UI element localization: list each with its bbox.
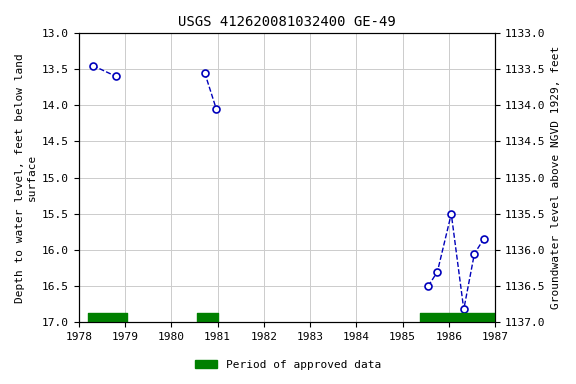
Y-axis label: Groundwater level above NGVD 1929, feet: Groundwater level above NGVD 1929, feet: [551, 46, 561, 309]
Legend: Period of approved data: Period of approved data: [191, 356, 385, 375]
Y-axis label: Depth to water level, feet below land
surface: Depth to water level, feet below land su…: [15, 53, 37, 303]
Title: USGS 412620081032400 GE-49: USGS 412620081032400 GE-49: [178, 15, 396, 29]
